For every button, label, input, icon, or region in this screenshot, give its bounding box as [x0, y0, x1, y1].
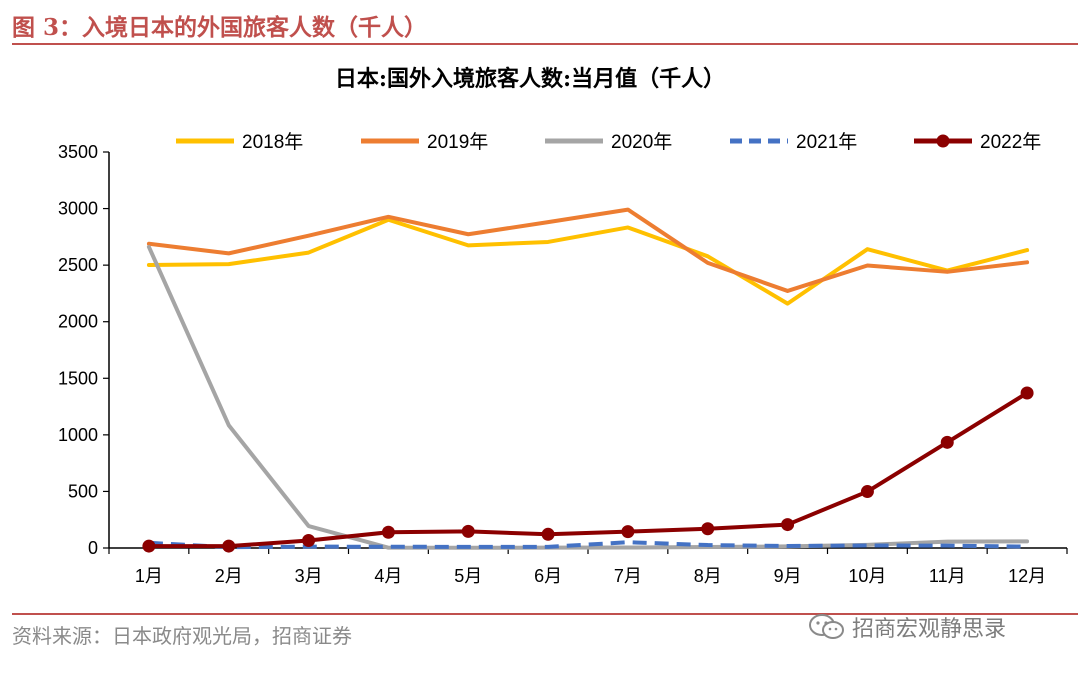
figure-title: 图 3：入境日本的外国旅客人数（千人）: [12, 14, 428, 41]
data-point: [142, 539, 156, 553]
source-note: 资料来源：日本政府观光局，招商证券: [12, 624, 352, 648]
series-line-2020年: [146, 244, 1030, 550]
chart-title: 日本:国外入境旅客人数:当月值（千人）: [335, 66, 725, 92]
data-point: [461, 524, 475, 538]
legend-label: 2020年: [611, 131, 672, 153]
legend-label: 2021年: [796, 131, 857, 153]
x-tick-label: 5月: [454, 566, 482, 586]
data-point: [781, 518, 795, 532]
y-tick-label: 2500: [58, 255, 98, 275]
legend-label: 2019年: [427, 131, 488, 153]
data-point: [1020, 386, 1034, 400]
x-tick-label: 8月: [694, 566, 722, 586]
data-point: [302, 534, 316, 548]
x-tick-label: 9月: [774, 566, 802, 586]
data-point: [381, 525, 395, 539]
x-tick-label: 3月: [295, 566, 323, 586]
x-tick-label: 12月: [1008, 566, 1046, 586]
data-point: [222, 539, 236, 553]
x-tick-label: 6月: [534, 566, 562, 586]
legend: 2018年 2019年 2020年 2021年 2022年: [176, 131, 1041, 153]
y-tick-label: 1500: [58, 368, 98, 388]
y-tick-label: 500: [68, 481, 98, 501]
watermark-text: 招商宏观静思录: [852, 617, 1007, 642]
y-tick-label: 3000: [58, 199, 98, 219]
data-point: [860, 485, 874, 499]
series-group: [142, 207, 1034, 553]
x-tick-label: 1月: [135, 566, 163, 586]
figure-header: 图 3：入境日本的外国旅客人数（千人）: [12, 6, 1078, 42]
y-tick-label: 0: [88, 538, 98, 558]
watermark: 招商宏观静思录: [808, 612, 1006, 642]
data-point: [940, 435, 954, 449]
wechat-icon: [809, 614, 844, 639]
series-line-2022年: [146, 390, 1030, 549]
x-tick-label: 11月: [929, 566, 966, 586]
x-tick-label: 7月: [614, 566, 642, 586]
x-tick-label: 4月: [374, 566, 402, 586]
footer-rule: [12, 613, 1078, 615]
y-tick-label: 1000: [58, 425, 98, 445]
data-point: [701, 522, 715, 536]
x-tick-label: 10月: [848, 566, 886, 586]
data-point: [541, 527, 555, 541]
series-line-2021年: [148, 540, 1028, 550]
axes: 0 500 1000 1500 2000 2500 3000 3500 1月 2月 3月 4月 5月 6月…: [58, 142, 1068, 586]
legend-marker: [936, 134, 950, 148]
header-rule: [12, 43, 1078, 45]
series-line-2019年: [146, 207, 1030, 293]
x-tick-label: 2月: [215, 566, 243, 586]
legend-label: 2018年: [242, 131, 303, 153]
series-line-2018年: [146, 217, 1030, 306]
y-tick-label: 2000: [58, 312, 98, 332]
y-tick-label: 3500: [58, 142, 98, 162]
data-point: [621, 525, 635, 539]
legend-label: 2022年: [980, 131, 1041, 153]
